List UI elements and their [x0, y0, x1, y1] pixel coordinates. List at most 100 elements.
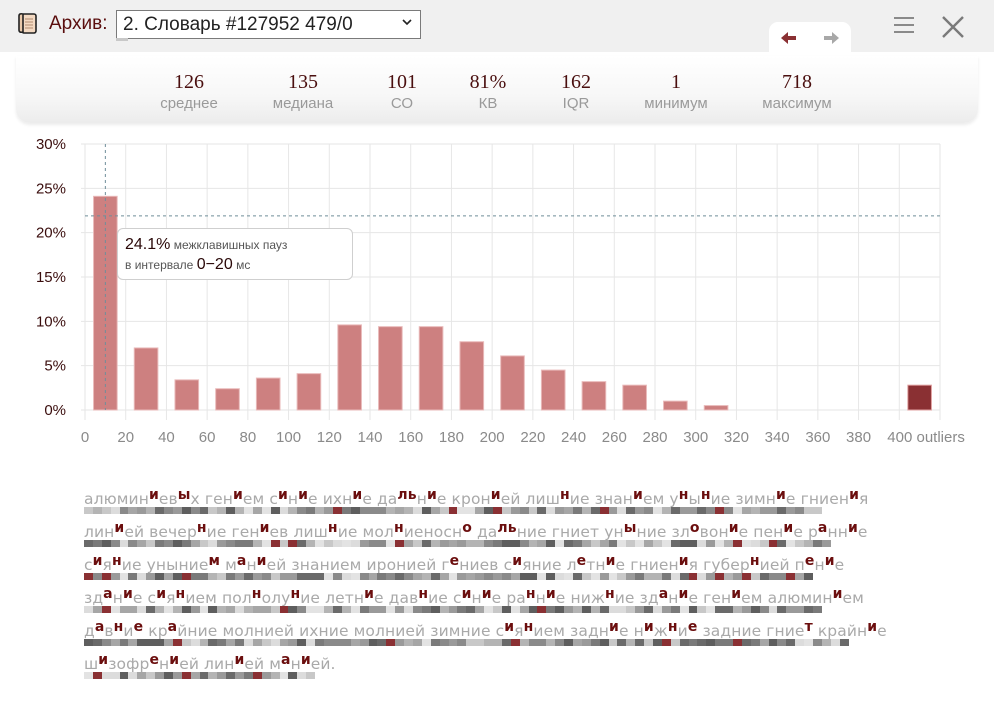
timing-cell: [341, 507, 351, 514]
timing-cell: [724, 606, 734, 613]
timing-cell: [181, 507, 191, 514]
timing-cell: [777, 639, 787, 646]
histogram-chart: 0% 5% 10% 15% 20% 25% 30% 0 20 40 60 80 100 120 140 160…: [36, 136, 965, 446]
timing-cell: [110, 606, 120, 613]
timing-cell: [484, 540, 493, 547]
highlighted-letter: е: [687, 619, 698, 635]
timing-cell: [341, 573, 351, 580]
timing-cell: [137, 672, 147, 679]
timing-cell: [439, 606, 449, 613]
timing-cell: [84, 507, 93, 514]
y-tick-label: 5%: [44, 358, 66, 375]
stat-value: 81%: [469, 71, 507, 93]
timing-cell: [768, 507, 778, 514]
timing-cell: [768, 573, 778, 580]
timing-cell: [457, 507, 467, 514]
timing-cell: [404, 540, 413, 547]
timing-cell: [741, 540, 751, 547]
timing-cell: [484, 639, 493, 646]
timing-cell: [519, 606, 529, 613]
highlighted-letter: и: [633, 487, 643, 503]
timing-cell: [128, 672, 138, 679]
timing-cell: [608, 540, 618, 547]
timing-cell: [386, 573, 396, 580]
timing-cell: [226, 507, 236, 514]
timing-cell: [688, 507, 698, 514]
timing-cell: [119, 606, 129, 613]
highlighted-letter: а: [658, 586, 669, 602]
y-tick-label: 20%: [36, 225, 66, 242]
timing-cell: [706, 573, 716, 580]
x-tick-label: 380: [846, 429, 871, 446]
timing-cell: [519, 540, 529, 547]
timing-cell: [715, 507, 725, 514]
timing-cell: [190, 573, 200, 580]
highlighted-letter: и: [92, 553, 103, 569]
timing-cell: [324, 573, 333, 580]
timing-cell: [332, 540, 342, 547]
timing-cell: [608, 507, 618, 514]
x-tick-label: 220: [520, 429, 545, 446]
highlighted-letter: и: [256, 553, 267, 569]
timing-cell: [537, 540, 547, 547]
timing-cell: [288, 573, 298, 580]
timing-cell: [199, 606, 209, 613]
timing-cell: [635, 606, 645, 613]
histogram-bar: [215, 388, 240, 411]
highlighted-letter: н: [749, 553, 760, 569]
timing-cell: [777, 606, 787, 613]
highlighted-letter: н: [700, 487, 711, 503]
histogram-bar: [622, 384, 647, 411]
histogram-bar: [459, 341, 485, 411]
timing-cell: [217, 672, 227, 679]
highlighted-letter: и: [300, 652, 311, 668]
stat-mean: 126 среднее: [160, 70, 218, 114]
x-tick-label: 140: [357, 429, 382, 446]
timing-cell: [448, 573, 458, 580]
hamburger-menu-icon[interactable]: [893, 15, 915, 35]
timing-cell: [306, 573, 316, 580]
timing-cell: [119, 639, 129, 646]
timing-cell: [297, 573, 307, 580]
tooltip-value: 24.1%: [125, 236, 171, 253]
timing-strip: [84, 573, 814, 580]
timing-cell: [164, 606, 173, 613]
highlighted-letter: е: [576, 553, 587, 569]
highlighted-letter: а: [817, 520, 828, 536]
timing-cell: [208, 606, 218, 613]
timing-strip: [84, 639, 849, 646]
timing-cell: [733, 639, 742, 646]
histogram-bar: [133, 347, 159, 411]
timing-cell: [706, 540, 716, 547]
highlighted-letter: а: [103, 586, 113, 602]
timing-cell: [181, 573, 191, 580]
close-icon[interactable]: [941, 15, 965, 39]
x-tick-label: 100: [276, 429, 301, 446]
timing-cell: [128, 573, 138, 580]
archive-select-value: 2. Словарь #127952 479/0: [123, 14, 353, 35]
arrow-right-icon[interactable]: [822, 31, 840, 45]
arrow-left-icon[interactable]: [780, 31, 798, 45]
timing-cell: [181, 672, 191, 679]
timing-cell: [92, 639, 102, 646]
highlighted-letter: и: [148, 487, 159, 503]
timing-cell: [324, 540, 333, 547]
timing-cell: [306, 672, 316, 679]
text-line-content: давние крайние молнией ихние молнией зим…: [84, 619, 887, 640]
highlighted-letter: е: [449, 553, 460, 569]
timing-cell: [279, 606, 289, 613]
timing-cell: [439, 507, 449, 514]
archive-select[interactable]: 2. Словарь #127952 479/0: [116, 10, 421, 39]
timing-cell: [128, 507, 138, 514]
highlighted-letter: и: [678, 586, 689, 602]
timing-cell: [795, 606, 805, 613]
highlighted-letter: и: [678, 553, 689, 569]
timing-cell: [395, 639, 405, 646]
stat-value: 1: [670, 71, 681, 93]
stat-sd: 101 СО: [387, 70, 417, 114]
stat-value: 126: [173, 71, 204, 93]
highlighted-letter: и: [298, 487, 309, 503]
timing-cell: [786, 540, 796, 547]
timing-cell: [181, 639, 191, 646]
timing-cell: [786, 639, 796, 646]
